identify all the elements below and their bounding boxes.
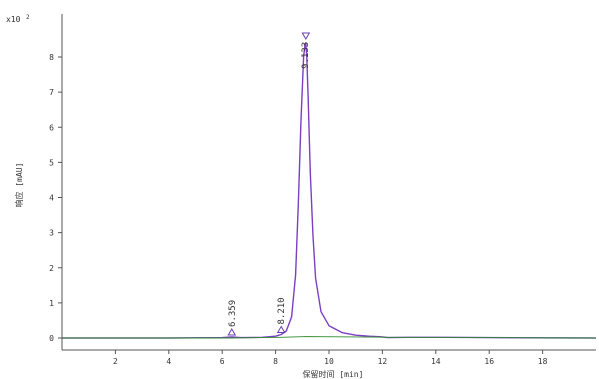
baseline-line [62, 336, 597, 339]
y-tick-label: 3 [49, 229, 54, 238]
peak-marker [227, 327, 237, 336]
series-layer [62, 42, 597, 339]
x-tick-label: 10 [324, 357, 334, 366]
y-multiplier: x10 [6, 15, 21, 24]
chromatogram-line [62, 42, 597, 339]
y-tick-label: 7 [49, 88, 54, 97]
y-tick-label: 5 [49, 158, 54, 167]
y-axis-label: 响应 [mAU] [14, 163, 24, 208]
peak-label: 8.210 [277, 297, 287, 324]
x-ticks: 2 4 6 8 10 12 14 16 18 [113, 350, 548, 366]
y-multiplier-exponent: 2 [26, 14, 30, 21]
peak-marker [301, 32, 311, 40]
y-tick-label: 6 [49, 123, 54, 132]
x-tick-label: 2 [113, 357, 118, 366]
y-tick-label: 8 [49, 53, 54, 62]
x-tick-label: 14 [431, 357, 441, 366]
x-tick-label: 4 [166, 357, 171, 366]
peak-label: 6.359 [228, 300, 238, 327]
peak-marker [276, 325, 286, 333]
x-tick-label: 16 [484, 357, 494, 366]
x-tick-label: 8 [273, 357, 278, 366]
y-tick-label: 2 [49, 264, 54, 273]
y-ticks: 0 1 2 3 4 5 6 7 8 [49, 53, 62, 343]
y-tick-label: 0 [49, 334, 54, 343]
y-tick-label: 4 [49, 194, 54, 203]
x-tick-label: 6 [220, 357, 225, 366]
axes [61, 14, 596, 351]
peak-markers: 6.359 8.210 9.133 [227, 32, 311, 336]
x-axis-label: 保留时间 [min] [303, 369, 364, 379]
y-tick-label: 1 [49, 299, 54, 308]
x-tick-label: 18 [538, 357, 548, 366]
x-tick-label: 12 [378, 357, 388, 366]
peak-label: 9.133 [301, 42, 311, 69]
